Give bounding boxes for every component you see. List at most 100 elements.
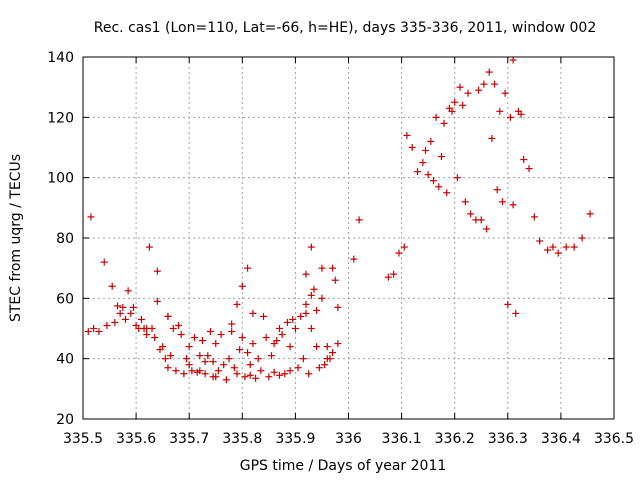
data-point [437, 153, 445, 161]
data-point [129, 303, 137, 311]
data-point [318, 264, 326, 272]
y-tick-label: 60 [56, 291, 74, 307]
data-point [506, 113, 514, 121]
data-point [262, 334, 270, 342]
data-point [169, 325, 177, 332]
data-point [432, 113, 440, 121]
x-tick-labels: 335.5 335.6 335.7 335.8 335.9 336 336.1 336.2 33… [63, 431, 634, 447]
data-point [244, 349, 252, 357]
x-tick-label: 336.3 [488, 431, 528, 447]
data-point [116, 309, 124, 317]
x-tick-label: 336.5 [594, 431, 634, 447]
data-point [435, 183, 443, 191]
data-point [329, 349, 337, 357]
data-point [509, 56, 517, 64]
data-point [421, 147, 429, 155]
data-point [196, 367, 204, 375]
data-point [286, 343, 294, 351]
data-point [183, 355, 191, 363]
data-point [220, 361, 228, 369]
data-point [230, 364, 238, 372]
data-point [225, 355, 233, 363]
data-point [252, 374, 260, 382]
data-point [475, 86, 483, 94]
data-point [268, 352, 276, 360]
data-point [87, 213, 95, 221]
data-point [467, 210, 475, 218]
data-point [204, 352, 212, 360]
data-point [334, 340, 342, 348]
data-point [278, 331, 286, 339]
data-point [209, 358, 217, 366]
data-point [530, 213, 538, 221]
data-point [318, 294, 326, 302]
data-point [217, 331, 225, 339]
data-point [480, 80, 488, 88]
data-point [228, 320, 236, 328]
data-point [241, 373, 249, 381]
chart-title: Rec. cas1 (Lon=110, Lat=-66, h=HE), days… [94, 20, 596, 36]
data-point [159, 343, 167, 351]
data-point [260, 312, 268, 320]
x-tick-label: 335.6 [116, 431, 156, 447]
data-point [291, 325, 299, 332]
data-point [429, 177, 437, 185]
data-point [395, 249, 403, 257]
y-tick-label: 20 [56, 412, 74, 428]
data-point [310, 285, 318, 293]
x-tick-label: 335.5 [63, 431, 103, 447]
data-point [496, 107, 504, 115]
data-point [307, 243, 315, 251]
data-point [302, 300, 310, 308]
data-point [238, 334, 246, 342]
data-point [212, 340, 220, 348]
y-tick-labels: 20 40 60 80 100 120 140 [47, 50, 74, 428]
data-point [483, 225, 491, 233]
data-point [201, 358, 209, 366]
data-point [228, 328, 236, 336]
x-tick-label: 335.7 [169, 431, 209, 447]
data-point [167, 352, 175, 360]
data-point [440, 119, 448, 127]
data-point [299, 355, 307, 363]
data-point [520, 156, 528, 164]
data-point [302, 309, 310, 317]
data-point [100, 258, 108, 266]
data-point [249, 340, 257, 348]
data-point [164, 312, 172, 320]
data-point [143, 331, 151, 339]
y-tick-label: 80 [56, 231, 74, 247]
data-point [127, 309, 135, 317]
data-point [509, 201, 517, 209]
data-point [95, 328, 103, 336]
data-point [275, 325, 283, 332]
x-tick-label: 336.4 [541, 431, 581, 447]
data-point [443, 189, 451, 197]
data-point [153, 267, 161, 275]
data-point [498, 198, 506, 206]
data-point [461, 198, 469, 206]
data-point [578, 234, 586, 242]
data-point [254, 355, 262, 363]
y-tick-label: 100 [47, 171, 74, 187]
data-point [302, 270, 310, 278]
data-point [414, 168, 422, 176]
data-point [477, 216, 485, 224]
data-point [384, 273, 392, 281]
data-point [164, 364, 172, 372]
data-point [222, 376, 230, 384]
data-point [331, 276, 339, 284]
data-point [289, 315, 297, 323]
data-point [244, 264, 252, 272]
data-point [562, 243, 570, 251]
chart-grid [83, 57, 614, 419]
data-point [119, 303, 127, 311]
data-point [103, 321, 111, 329]
data-point [294, 364, 302, 372]
data-point [84, 328, 92, 336]
data-point [121, 315, 129, 323]
y-axis-label: STEC from uqrg / TECUs [8, 154, 24, 322]
data-point [419, 159, 427, 167]
data-point [214, 367, 222, 375]
